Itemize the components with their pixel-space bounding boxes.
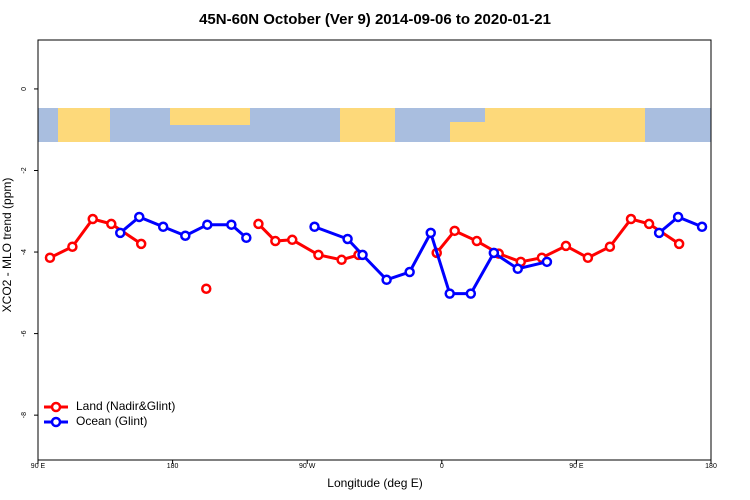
map-ocean: [110, 108, 170, 142]
series-point: [582, 252, 594, 263]
map-ocean: [450, 108, 485, 122]
x-tick-label: 90 W: [299, 463, 316, 470]
x-tick-label: 90 E: [31, 463, 46, 470]
series-point: [696, 221, 708, 233]
y-tick-label: -4: [21, 249, 28, 255]
plot-frame: [37, 39, 712, 461]
series-point: [381, 274, 392, 286]
series-point: [241, 232, 252, 244]
map-ocean: [170, 125, 250, 142]
y-axis-label: XCO2 - MLO trend (ppm): [0, 178, 14, 313]
series-point: [404, 266, 415, 278]
map-ocean: [250, 108, 340, 142]
series-point: [342, 233, 353, 245]
legend-label: Land (Nadir&Glint): [76, 399, 175, 413]
series-point: [465, 288, 477, 299]
series-point: [202, 219, 213, 230]
series-point: [313, 249, 324, 261]
x-axis-label: Longitude (deg E): [327, 476, 422, 490]
series-point: [44, 252, 56, 263]
legend-label: Ocean (Glint): [76, 414, 147, 428]
series-point: [309, 221, 320, 233]
series-point: [449, 225, 460, 237]
series-point: [643, 218, 655, 230]
x-tick-label: 180: [705, 463, 717, 470]
series-point: [541, 256, 553, 268]
series-point: [672, 211, 684, 223]
series-point: [87, 213, 98, 225]
series-point: [625, 213, 637, 225]
series-point: [673, 238, 685, 250]
series-point: [253, 218, 264, 230]
legend-marker: [50, 416, 62, 428]
series-point: [180, 230, 191, 241]
series-point: [512, 263, 524, 275]
series-point: [604, 241, 616, 252]
series-point: [135, 238, 147, 250]
series-point: [226, 219, 237, 230]
map-ocean: [645, 108, 711, 142]
series-point: [201, 283, 212, 294]
series-point: [115, 227, 126, 239]
series-point: [133, 211, 145, 223]
series-point: [286, 234, 298, 246]
map-strip: [38, 108, 711, 142]
map-ocean: [38, 108, 58, 142]
y-tick-label: -2: [21, 167, 28, 173]
series-point: [488, 247, 500, 259]
series-point: [560, 240, 572, 252]
series-point: [444, 288, 455, 299]
y-tick-label: 0: [21, 87, 28, 91]
chart-title: 45N-60N October (Ver 9) 2014-09-06 to 20…: [199, 11, 551, 28]
x-tick-label: 180: [167, 463, 179, 470]
series-point: [471, 235, 483, 247]
series-point: [67, 241, 78, 252]
x-tick-label: 90 E: [569, 463, 584, 470]
series-point: [270, 235, 281, 247]
legend-marker: [50, 401, 62, 413]
series-point: [425, 227, 436, 239]
series-point: [653, 227, 665, 239]
y-tick-label: -8: [21, 412, 28, 418]
series-point: [357, 249, 368, 261]
series-point: [336, 254, 347, 266]
series-point: [157, 221, 169, 233]
series-point: [106, 218, 117, 230]
y-tick-label: -6: [21, 330, 28, 336]
map-ocean: [395, 108, 450, 142]
x-tick-label: 0: [440, 463, 444, 470]
